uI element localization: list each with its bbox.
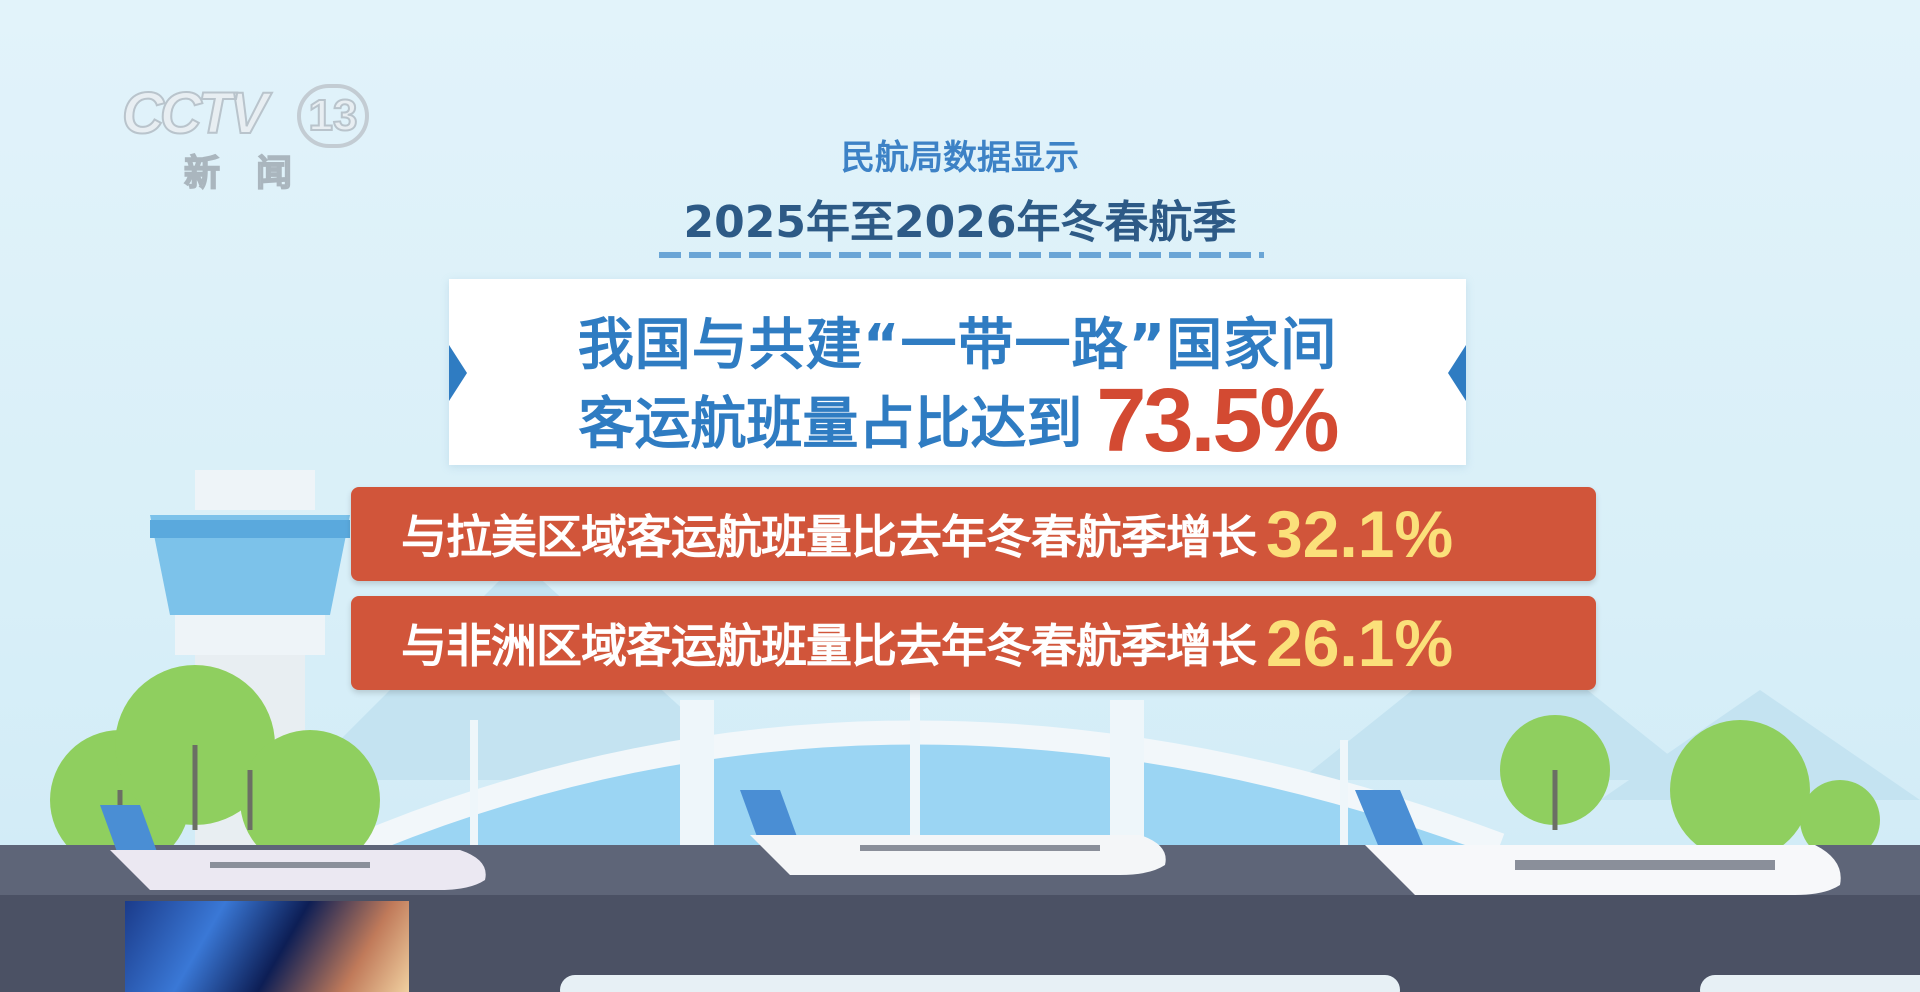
- stat-label: 与非洲区域客运航班量比去年冬春航季增长: [401, 619, 1257, 673]
- chevron-right-icon: [449, 345, 467, 401]
- page-title: 2025年至2026年冬春航季: [683, 197, 1237, 248]
- dashed-divider: [659, 252, 1264, 258]
- stat-value: 32.1%: [1266, 497, 1454, 571]
- stat-value: 26.1%: [1266, 606, 1454, 680]
- video-thumbnail: [125, 901, 409, 992]
- chevron-left-icon: [1448, 345, 1466, 401]
- terminal: [355, 690, 1505, 857]
- trees: [50, 665, 1880, 870]
- airplanes: [100, 790, 1841, 895]
- highlight-line2-text: 客运航班量占比达到: [578, 392, 1083, 457]
- subtitle: 民航局数据显示: [841, 138, 1079, 178]
- runway-markings: [560, 975, 1920, 992]
- stat-bar-latin-america: 与拉美区域客运航班量比去年冬春航季增长 32.1%: [351, 487, 1596, 581]
- highlight-line1: 我国与共建“一带一路”国家间: [577, 313, 1338, 378]
- cctv13-logo: CCTV 13 新闻: [121, 80, 372, 195]
- highlight-card: [449, 279, 1466, 465]
- highlight-line2: 客运航班量占比达到 73.5%: [449, 370, 1466, 473]
- stat-bar-africa: 与非洲区域客运航班量比去年冬春航季增长 26.1%: [351, 596, 1596, 690]
- stat-label: 与拉美区域客运航班量比去年冬春航季增长: [401, 510, 1257, 564]
- highlight-value: 73.5%: [1096, 371, 1339, 471]
